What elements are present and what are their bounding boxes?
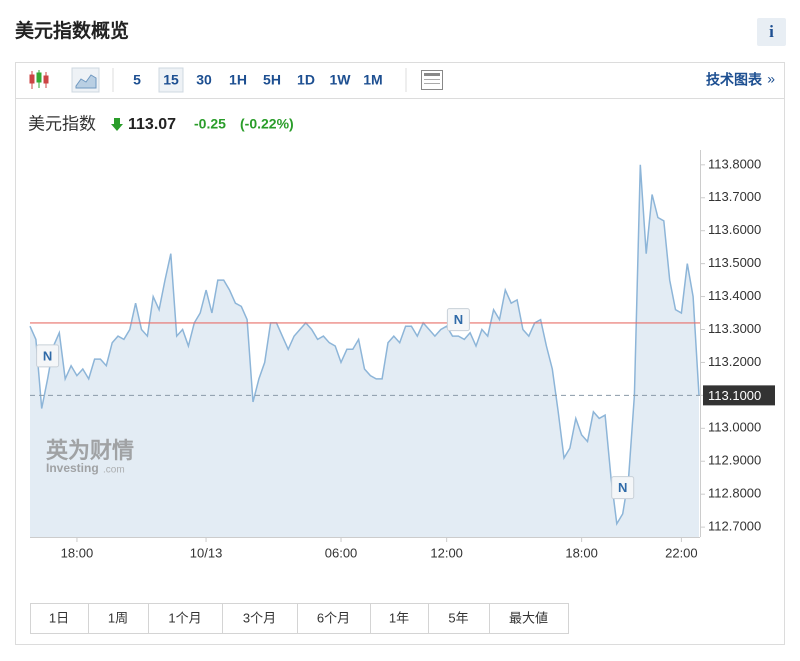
- news-marker-label[interactable]: N: [618, 480, 627, 495]
- x-tick-label: 06:00: [325, 545, 358, 560]
- y-tick-label: 113.0000: [708, 420, 761, 435]
- news-marker[interactable]: [36, 344, 60, 368]
- info-icon[interactable]: i: [769, 22, 774, 41]
- interval-button[interactable]: 1M: [363, 72, 382, 88]
- panel: [15, 62, 785, 645]
- range-label[interactable]: 1周: [108, 610, 128, 625]
- current-price-box: [703, 385, 775, 406]
- watermark: 英为财情 Investing .com: [46, 438, 134, 476]
- chart: 113.8000 113.7000 113.6000 113.5000 113.4000…: [29, 150, 775, 560]
- y-tick-label: 113.2000: [708, 354, 761, 369]
- range-button[interactable]: [222, 603, 298, 634]
- quote-name: 美元指数: [28, 114, 96, 133]
- y-tick-label: 113.6000: [708, 222, 761, 237]
- range-button[interactable]: [428, 603, 490, 634]
- news-marker-label[interactable]: N: [454, 312, 463, 327]
- range-label[interactable]: 6个月: [317, 610, 350, 625]
- range-button[interactable]: [30, 603, 89, 634]
- page-title: 美元指数概览: [15, 19, 129, 42]
- range-label[interactable]: 3个月: [243, 610, 276, 625]
- range-button[interactable]: [148, 603, 223, 634]
- range-label[interactable]: 1年: [389, 610, 409, 625]
- quote-change-pct: (-0.22%): [240, 116, 294, 132]
- y-tick-label: 112.8000: [708, 486, 761, 501]
- y-tick-label: 113.3000: [708, 321, 761, 336]
- range-label[interactable]: 1个月: [168, 610, 201, 625]
- y-tick-label: 112.7000: [708, 519, 761, 534]
- range-button[interactable]: [88, 603, 149, 634]
- x-tick-label: 18:00: [61, 545, 94, 560]
- x-tick-label: 12:00: [430, 545, 463, 560]
- y-tick-label: 113.7000: [708, 189, 761, 204]
- watermark-domain: .com: [103, 465, 125, 476]
- interval-button[interactable]: 5H: [263, 72, 281, 88]
- info-button[interactable]: [757, 18, 786, 46]
- tech-chart-link[interactable]: 技术图表: [706, 72, 763, 88]
- watermark-en: Investing: [46, 461, 99, 475]
- news-marker-label[interactable]: N: [43, 348, 52, 363]
- interval-button[interactable]: 1W: [330, 72, 352, 88]
- current-price-label: 113.1000: [708, 388, 761, 403]
- y-tick-label: 113.5000: [708, 255, 761, 270]
- x-tick-label: 18:00: [565, 545, 598, 560]
- candle-icon[interactable]: [29, 70, 49, 89]
- quote-price: 113.07: [128, 116, 176, 133]
- watermark-cn: 英为财情: [46, 438, 134, 463]
- news-marker[interactable]: [611, 476, 635, 500]
- down-arrow: [111, 118, 123, 131]
- interval-button[interactable]: 5: [133, 72, 141, 88]
- interval-button[interactable]: 30: [196, 72, 212, 88]
- quote-change: -0.25: [194, 116, 226, 132]
- interval-button[interactable]: 1H: [229, 72, 247, 88]
- interval-button[interactable]: 1D: [297, 72, 315, 88]
- y-tick-label: 113.4000: [708, 288, 761, 303]
- range-label[interactable]: 1日: [49, 610, 69, 625]
- y-tick-label: 112.9000: [708, 453, 761, 468]
- range-button[interactable]: [489, 603, 569, 634]
- interval-button[interactable]: 15: [163, 72, 179, 88]
- range-button[interactable]: [370, 603, 429, 634]
- news-marker[interactable]: [446, 308, 470, 332]
- x-tick-label: 10/13: [190, 545, 223, 560]
- table-icon[interactable]: [421, 70, 443, 90]
- more-arrow[interactable]: »: [767, 71, 775, 87]
- range-label[interactable]: 5年: [448, 610, 468, 625]
- area-fill: [30, 164, 699, 538]
- area-icon: [75, 74, 97, 89]
- range-label[interactable]: 最大値: [509, 610, 548, 625]
- range-button[interactable]: [297, 603, 371, 634]
- x-tick-label: 22:00: [665, 545, 698, 560]
- interval-selected[interactable]: [158, 67, 184, 93]
- y-tick-label: 113.8000: [708, 156, 761, 171]
- price-line: [29, 164, 700, 527]
- range-bar: 1日 1周 1个月 3个月 6个月 1年 5年 最大値: [30, 603, 569, 634]
